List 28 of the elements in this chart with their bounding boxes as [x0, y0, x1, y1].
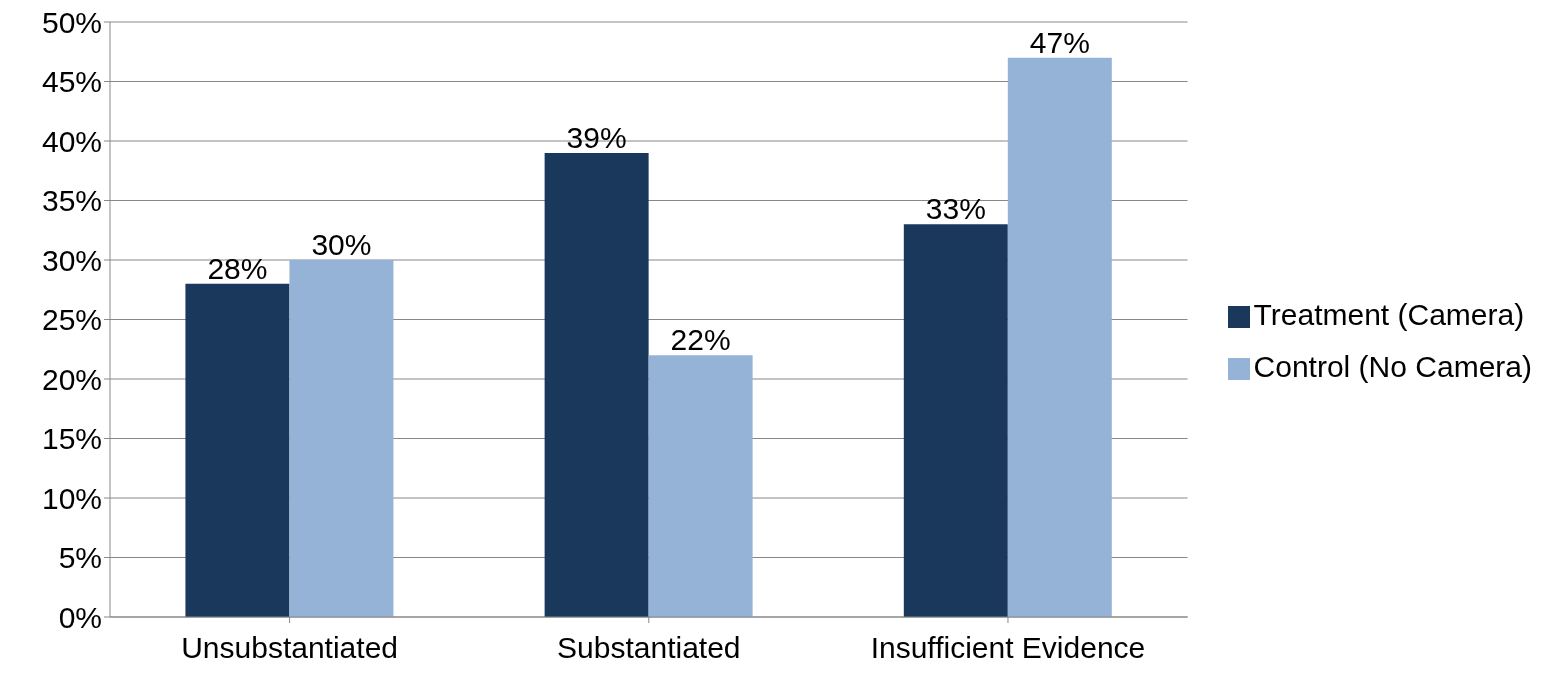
y-tick-label: 5% [58, 541, 102, 575]
data-label: 22% [670, 323, 731, 357]
y-tick-label: 15% [41, 422, 102, 456]
y-tick-label: 0% [58, 600, 102, 634]
data-label: 33% [925, 192, 986, 226]
bar [648, 355, 753, 617]
bar [185, 283, 290, 617]
bar [1007, 57, 1112, 617]
bar [903, 224, 1008, 617]
data-label: 30% [311, 228, 372, 261]
y-tick-label: 45% [41, 65, 102, 99]
y-tick-label: 35% [41, 184, 102, 218]
legend-label: Treatment (Camera) [1253, 297, 1525, 331]
y-tick-label: 10% [41, 481, 102, 515]
x-tick-label: Insufficient Evidence [870, 631, 1146, 665]
y-tick-label: 25% [41, 303, 102, 337]
y-tick-label: 40% [41, 124, 102, 158]
y-tick-label: 20% [41, 362, 102, 396]
data-label: 39% [566, 120, 627, 154]
y-tick-label: 50% [41, 5, 102, 39]
x-tick-label: Substantiated [557, 631, 741, 665]
data-label: 28% [207, 251, 268, 285]
bar [544, 152, 649, 617]
legend-label: Control (No Camera) [1253, 349, 1532, 383]
bar [289, 260, 394, 617]
y-tick-label: 30% [41, 243, 102, 277]
data-label: 47% [1029, 25, 1090, 59]
x-tick-label: Unsubstantiated [181, 631, 398, 665]
